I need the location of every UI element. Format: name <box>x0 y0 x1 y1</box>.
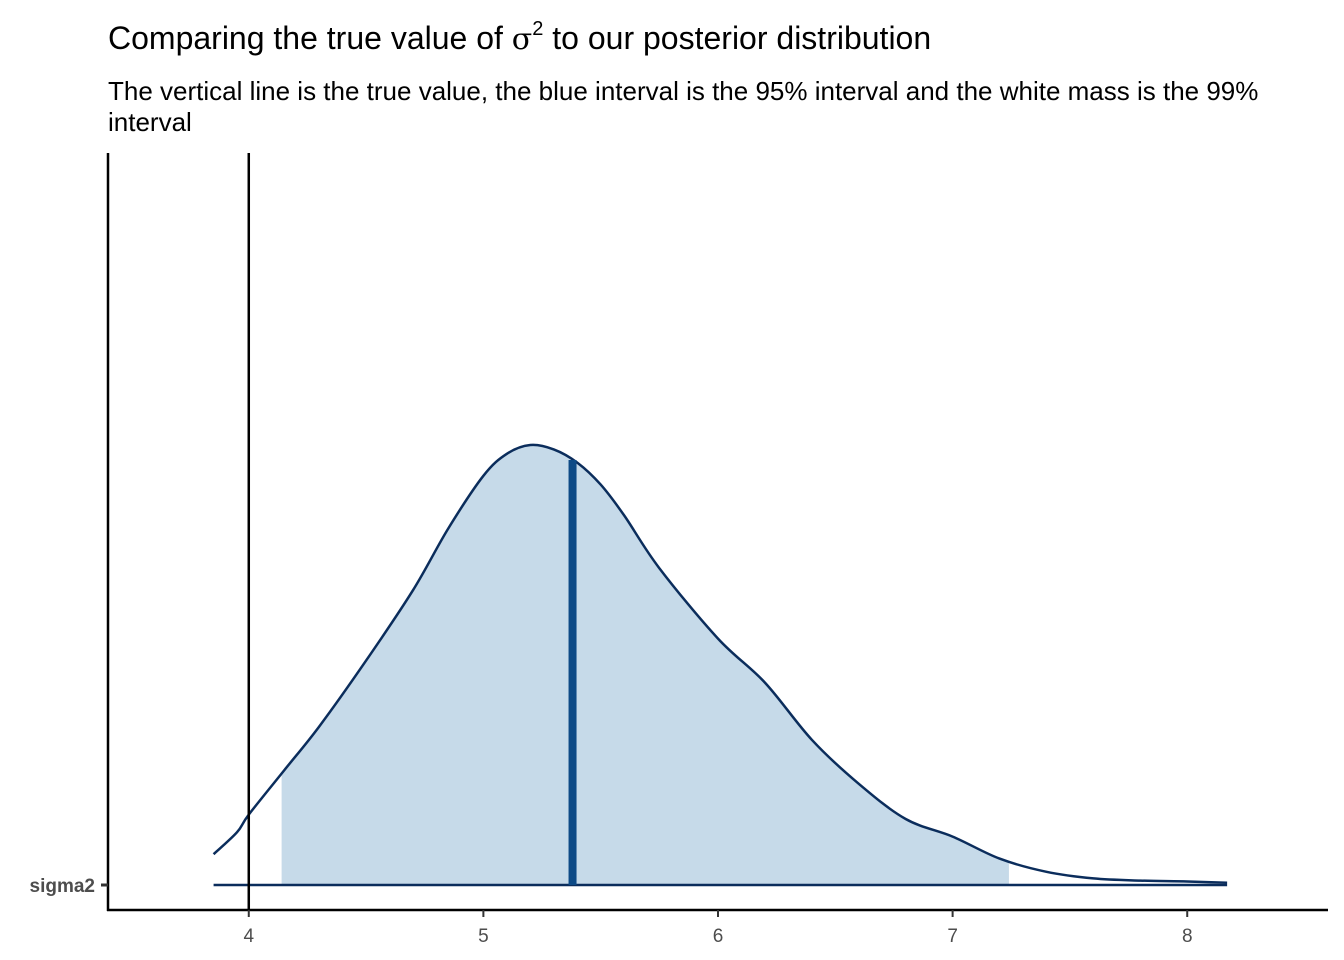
chart-subtitle: The vertical line is the true value, the… <box>108 76 1259 137</box>
x-tick-label-4: 4 <box>243 926 254 947</box>
y-tick-label-sigma2: sigma2 <box>30 876 95 897</box>
density-line <box>212 443 1228 885</box>
x-tick-label-6: 6 <box>713 926 724 947</box>
x-tick-label-8: 8 <box>1182 926 1193 947</box>
sigma-symbol: σ <box>511 22 533 57</box>
interval-95-area <box>280 444 1009 885</box>
title-superscript: 2 <box>532 18 544 40</box>
x-tick-label-5: 5 <box>478 926 489 947</box>
chart-title: Comparing the true value of σ2 to our po… <box>108 18 932 57</box>
x-tick-label-7: 7 <box>947 926 958 947</box>
